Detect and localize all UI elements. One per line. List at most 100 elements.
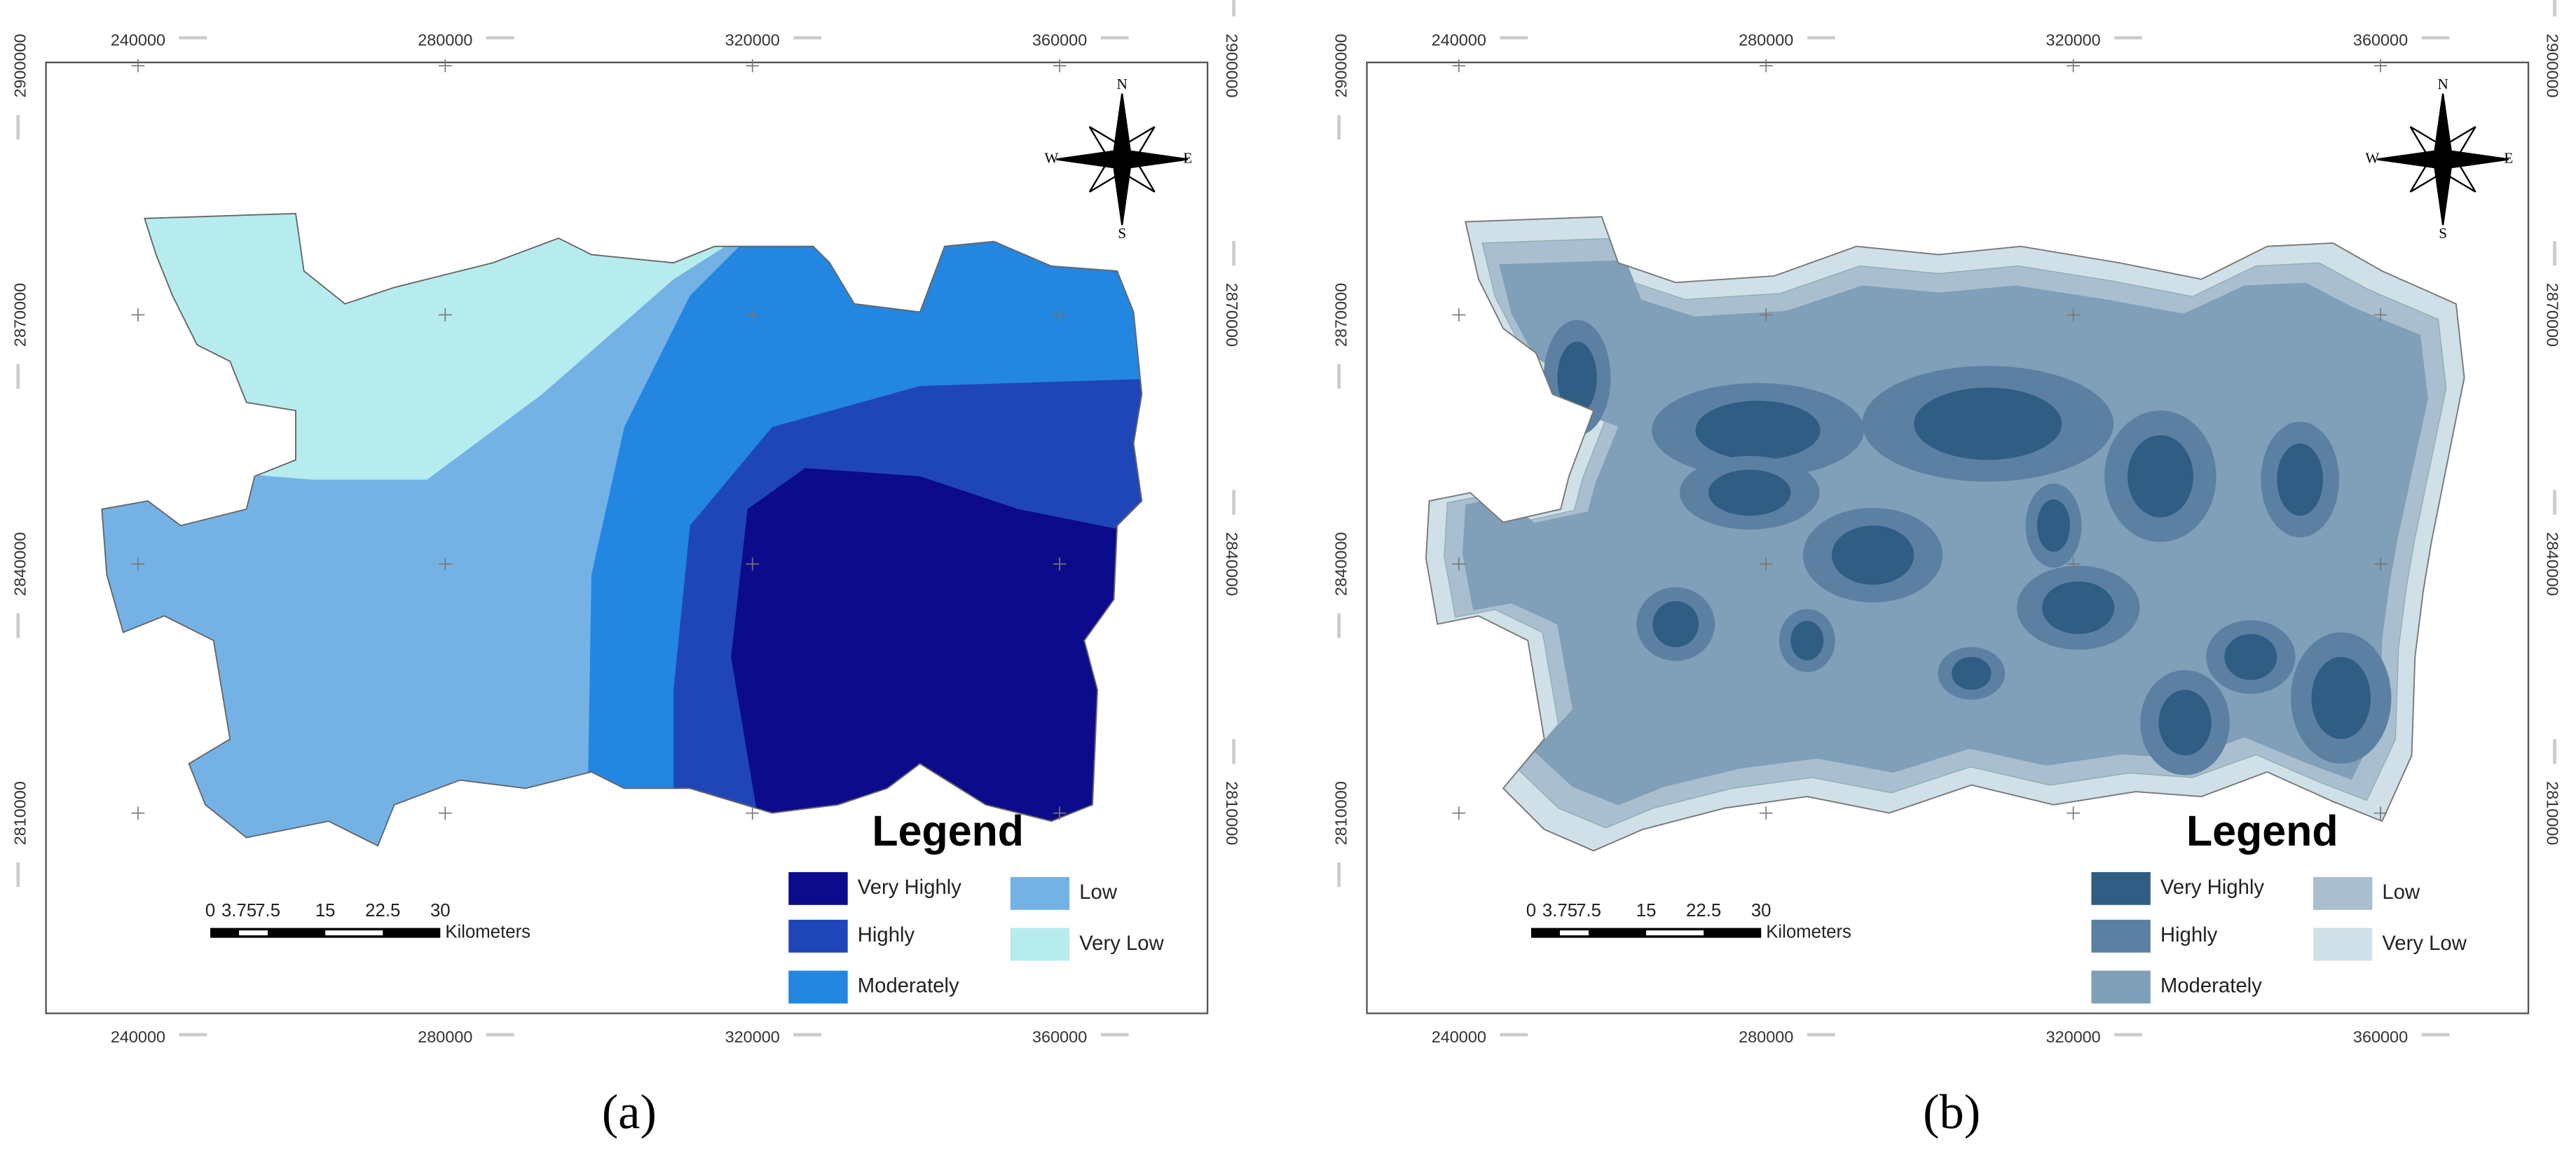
scale-label: 22.5	[1686, 901, 1721, 921]
map-panel: 240000 240000 280000 280000 320000 320000 3600…	[1332, 0, 2562, 1139]
y-coordinate-label: 2870000	[1223, 283, 1241, 347]
y-coordinate-label: 2840000	[11, 532, 29, 595]
grid-cross	[2067, 308, 2080, 322]
grid-cross	[131, 806, 145, 820]
compass-label: W	[1044, 149, 1058, 166]
zone-very-highly	[1695, 401, 1821, 460]
grid-cross	[746, 308, 760, 322]
y-coordinate-label: 2810000	[1332, 781, 1350, 845]
legend-swatch	[2313, 928, 2373, 961]
x-coordinate-label: 320000	[2046, 31, 2101, 49]
scale-label: 30	[1751, 901, 1772, 921]
grid-cross	[1053, 557, 1067, 571]
grid-cross	[1759, 308, 1773, 322]
scale-unit: Kilometers	[1766, 922, 1851, 942]
compass-label: E	[1184, 149, 1193, 166]
grid-cross	[438, 308, 452, 322]
compass-label: S	[2439, 225, 2447, 242]
legend-title: Legend	[872, 807, 1024, 855]
grid-cross	[1053, 59, 1067, 73]
y-coordinate-label: 2900000	[1332, 34, 1350, 97]
zone-moderate	[1462, 260, 2428, 806]
compass-label: N	[1117, 76, 1128, 92]
grid-cross	[1452, 557, 1466, 571]
compass-label: W	[2365, 149, 2379, 166]
legend-swatch	[2091, 919, 2151, 953]
map-frame	[1366, 61, 2530, 1014]
y-coordinate-label: 2840000	[1332, 532, 1350, 595]
x-coordinate-label: 360000	[2353, 31, 2408, 49]
map-outline	[1425, 216, 2465, 852]
y-coordinate-label: 2900000	[11, 34, 29, 97]
legend-title: Legend	[2186, 807, 2338, 855]
legend-swatch	[788, 919, 848, 953]
grid-cross	[131, 557, 145, 571]
grid-cross	[131, 308, 145, 322]
scale-label: 3.75	[1542, 901, 1577, 921]
grid-cross	[1053, 806, 1067, 820]
grid-cross	[1452, 308, 1466, 322]
scale-label: 0	[205, 901, 215, 921]
zone-very-highly	[1831, 525, 1914, 585]
scale-label: 15	[315, 901, 336, 921]
x-coordinate-label: 280000	[418, 1028, 472, 1046]
grid-cross	[2373, 59, 2387, 73]
scale-bar-segment	[325, 930, 383, 936]
legend-swatch	[2313, 876, 2373, 910]
x-coordinate-label: 320000	[725, 31, 780, 49]
scale-label: 30	[430, 901, 451, 921]
legend-swatch	[2091, 970, 2151, 1004]
y-coordinate-label: 2900000	[1223, 34, 1241, 97]
x-coordinate-label: 240000	[111, 31, 165, 49]
grid-cross	[1759, 59, 1773, 73]
y-coordinate-label: 2870000	[1332, 283, 1350, 347]
legend-swatch	[2091, 871, 2151, 905]
zone-very-highly	[1652, 601, 1699, 647]
zone-very-highly	[2158, 689, 2212, 756]
legend-swatch	[788, 871, 848, 905]
x-coordinate-label: 240000	[1432, 1028, 1486, 1046]
compass-label: N	[2437, 76, 2448, 92]
x-coordinate-label: 360000	[1032, 31, 1087, 49]
map-zones	[1425, 216, 2465, 851]
x-coordinate-label: 320000	[2046, 1028, 2101, 1046]
grid-cross	[2067, 59, 2080, 73]
x-coordinate-label: 360000	[2353, 1028, 2408, 1046]
map-frame	[45, 61, 1209, 1014]
map-zones	[102, 213, 1142, 846]
grid-cross	[1759, 806, 1773, 820]
grid-cross	[2373, 308, 2387, 322]
zone-very-highly	[2224, 633, 2277, 680]
zone-very-highly	[2277, 443, 2323, 516]
zone-very-highly	[1914, 387, 2062, 460]
map-panel: 240000 240000 280000 280000 320000 320000 3600…	[11, 0, 1241, 1139]
x-coordinate-label: 360000	[1032, 1028, 1087, 1046]
scale-unit: Kilometers	[445, 922, 530, 942]
grid-cross	[1759, 557, 1773, 571]
zone-very-highly	[1708, 469, 1791, 516]
y-coordinate-label: 2810000	[1223, 781, 1241, 845]
x-coordinate-label: 280000	[1739, 31, 1793, 49]
scale-label: 3.75	[221, 901, 256, 921]
legend-label: Moderately	[2160, 974, 2262, 998]
legend-label: Very Highly	[2160, 876, 2265, 899]
grid-cross	[438, 557, 452, 571]
zone-very-highly	[1790, 621, 1824, 661]
panel-caption: (b)	[1923, 1084, 1980, 1139]
grid-cross	[1053, 308, 1067, 322]
scale-bar-segment	[1646, 930, 1704, 936]
legend-label: Very Low	[1079, 932, 1164, 955]
y-coordinate-label: 2900000	[2544, 34, 2562, 97]
legend-label: Highly	[858, 923, 915, 946]
legend-label: Low	[1079, 881, 1118, 904]
grid-cross	[746, 806, 760, 820]
scale-label: 15	[1636, 901, 1657, 921]
compass-rose	[1056, 93, 1188, 226]
zone-very-highly	[731, 468, 1142, 846]
zone-very-highly	[2037, 499, 2070, 552]
x-coordinate-label: 280000	[418, 31, 472, 49]
legend-label: Very Low	[2382, 932, 2467, 955]
grid-cross	[2373, 557, 2387, 571]
x-coordinate-label: 240000	[111, 1028, 165, 1046]
